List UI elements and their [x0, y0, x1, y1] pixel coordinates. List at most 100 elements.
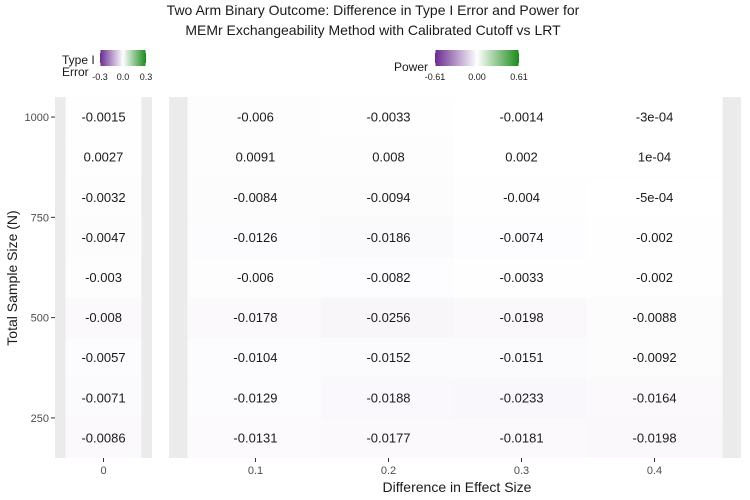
cell-value-label: -0.0086	[81, 430, 125, 445]
cell-value-label: -0.008	[85, 310, 122, 325]
heatmap-cell	[453, 97, 590, 138]
legend-tick-label: 0.0	[117, 72, 130, 82]
cell-value-label: -0.0152	[366, 350, 410, 365]
cell-value-label: -0.0094	[366, 190, 410, 205]
cell-value-label: 0.0027	[84, 150, 124, 165]
heatmap-cell	[586, 177, 723, 218]
cell-value-label: -0.0188	[366, 390, 410, 405]
legend-colorbar	[100, 50, 146, 66]
heatmap-cell	[320, 217, 457, 258]
heatmap-cell	[187, 217, 324, 258]
cell-value-label: -0.0033	[366, 110, 410, 125]
x-tick-label: 0	[100, 465, 106, 477]
cell-value-label: -3e-04	[636, 110, 674, 125]
cell-value-label: -0.0198	[499, 310, 543, 325]
legend-title: Type I	[62, 53, 95, 67]
cell-value-label: -0.0088	[632, 310, 676, 325]
panels: 2505007501000-0.0086-0.0071-0.0057-0.008…	[25, 97, 741, 477]
cell-value-label: -0.0164	[632, 390, 676, 405]
x-tick-label: 0.2	[381, 465, 396, 477]
cell-value-label: -0.002	[636, 270, 673, 285]
heatmap-cell	[320, 337, 457, 378]
heatmap-cell	[586, 97, 723, 138]
cell-value-label: 0.002	[505, 150, 538, 165]
cell-value-label: -0.0092	[632, 350, 676, 365]
heatmap-cell	[453, 377, 590, 418]
cell-value-label: -0.0047	[81, 230, 125, 245]
heatmap-cell	[586, 377, 723, 418]
legend-colorbar	[435, 50, 519, 66]
cell-value-label: -0.0129	[233, 390, 277, 405]
cell-value-label: -0.0082	[366, 270, 410, 285]
cell-value-label: -0.002	[636, 230, 673, 245]
legend-tick-label: 0.00	[468, 72, 486, 82]
heatmap-cell	[586, 297, 723, 338]
y-tick-label: 500	[31, 313, 49, 325]
y-axis-title: Total Sample Size (N)	[4, 210, 20, 345]
cell-value-label: -0.003	[85, 270, 122, 285]
cell-value-label: -0.0186	[366, 230, 410, 245]
heatmap-cell	[187, 377, 324, 418]
y-axis: 250 500 750 1000	[25, 112, 55, 425]
heatmap-cell	[586, 257, 723, 298]
legend-tick-label: -0.61	[425, 72, 446, 82]
cell-value-label: -0.0256	[366, 310, 410, 325]
heatmap-cell	[453, 217, 590, 258]
cell-value-label: -0.0033	[499, 270, 543, 285]
cell-value-label: -0.0181	[499, 430, 543, 445]
cell-value-label: -0.006	[237, 270, 274, 285]
cell-value-label: -0.0178	[233, 310, 277, 325]
heatmap-cell	[187, 337, 324, 378]
heatmap-cell	[453, 137, 590, 178]
heatmap-cell	[320, 417, 457, 458]
cell-value-label: -0.0057	[81, 350, 125, 365]
cell-value-label: -0.0126	[233, 230, 277, 245]
legend-title: Error	[62, 65, 89, 79]
cell-value-label: -0.006	[237, 110, 274, 125]
heatmap-cell	[320, 257, 457, 298]
heatmap-cell	[586, 217, 723, 258]
panel-type-i-error: -0.0086 -0.0071 -0.0057 -0.008 -0.003 -0.0047…	[55, 97, 152, 477]
cell-value-label: -0.0131	[233, 430, 277, 445]
heatmap-cell	[320, 177, 457, 218]
chart-subtitle: MEMr Exchangeability Method with Calibra…	[185, 22, 561, 38]
heatmap-cell	[453, 257, 590, 298]
heatmap-cell	[453, 177, 590, 218]
heatmap-cell	[453, 337, 590, 378]
cell-value-label: -0.0151	[499, 350, 543, 365]
cell-value-label: -0.0084	[233, 190, 277, 205]
heatmap-cell	[187, 297, 324, 338]
x-tick-label: 0.3	[514, 465, 529, 477]
panel-power: -0.0131 -0.0129 -0.0104 -0.0178 -0.006 -0.012…	[169, 97, 741, 477]
legend-power: Power-0.61 0.00 0.61	[394, 50, 528, 82]
heatmap-cell	[65, 137, 142, 178]
cell-value-label: -0.0198	[632, 430, 676, 445]
heatmap-cell	[65, 377, 142, 418]
heatmap-cell	[187, 137, 324, 178]
cell-value-label: -0.0074	[499, 230, 543, 245]
heatmap-cell	[65, 217, 142, 258]
heatmap-cell	[586, 417, 723, 458]
heatmap-cell	[586, 137, 723, 178]
heatmap-cell	[187, 257, 324, 298]
x-tick-label: 0.1	[248, 465, 263, 477]
heatmap-cell	[453, 417, 590, 458]
cell-value-label: -0.0104	[233, 350, 277, 365]
cell-value-label: -0.0014	[499, 110, 543, 125]
heatmap-cell	[65, 337, 142, 378]
heatmap-cell	[65, 257, 142, 298]
y-tick-label: 250	[31, 413, 49, 425]
cell-value-label: -5e-04	[636, 190, 674, 205]
heatmap-cell	[65, 97, 142, 138]
y-tick-label: 1000	[25, 112, 49, 124]
legend-tick-label: 0.61	[510, 72, 528, 82]
cell-value-label: -0.0177	[366, 430, 410, 445]
chart-title: Two Arm Binary Outcome: Difference in Ty…	[167, 2, 580, 18]
heatmap-cell	[320, 97, 457, 138]
x-axis-title: Difference in Effect Size	[383, 479, 532, 495]
cell-value-label: -0.0071	[81, 390, 125, 405]
heatmap-cell	[320, 377, 457, 418]
legend-tick-label: -0.3	[92, 72, 108, 82]
